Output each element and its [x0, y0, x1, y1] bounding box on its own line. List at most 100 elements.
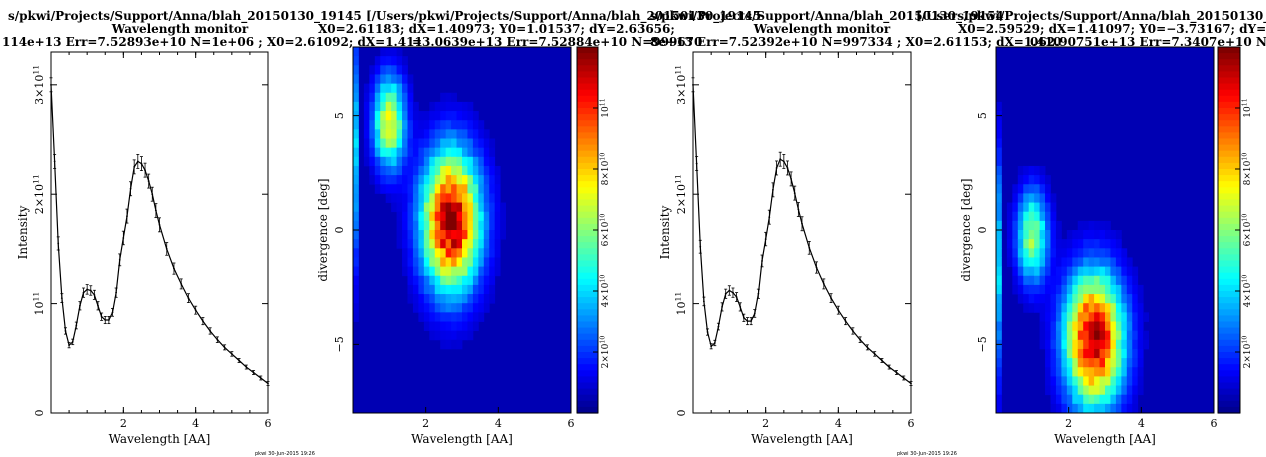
heatmap-cell — [1137, 294, 1144, 304]
heatmap-cell — [1012, 239, 1019, 249]
colorbar-segment — [1218, 345, 1240, 353]
heatmap-cell — [380, 65, 387, 75]
heatmap-cell — [467, 248, 474, 258]
heatmap-cell — [1077, 348, 1084, 359]
heatmap-cell — [1126, 385, 1133, 396]
heatmap-cell — [423, 239, 430, 249]
heatmap-cell — [1066, 321, 1073, 332]
heatmap-cell — [423, 147, 430, 158]
heatmap-cell — [445, 184, 452, 194]
colorbar-segment — [1218, 370, 1240, 377]
heatmap-cell — [391, 129, 397, 139]
heatmap-cell — [1083, 312, 1090, 322]
heatmap-cell — [483, 275, 490, 286]
heatmap-cell — [1132, 358, 1139, 368]
heatmap-cell — [1137, 330, 1144, 341]
heatmap-cell — [423, 220, 430, 231]
heatmap-cell — [1105, 339, 1111, 350]
heatmap-cell — [500, 230, 506, 240]
heatmap-cell — [353, 129, 359, 139]
heatmap-cell — [1099, 312, 1106, 322]
heatmap-cell — [1017, 175, 1024, 185]
heatmap-cell — [385, 83, 392, 94]
heatmap-cell — [1028, 257, 1035, 267]
heatmap-cell — [402, 248, 408, 258]
heatmap-cell — [1077, 284, 1084, 295]
heatmap-cell — [412, 156, 419, 167]
heatmap-cell — [402, 129, 408, 139]
heatmap-cell — [445, 138, 452, 149]
heatmap-cell — [1028, 230, 1035, 240]
heatmap-cell — [385, 193, 392, 203]
heatmap-cell — [391, 111, 397, 121]
heatmap-cell — [467, 202, 474, 213]
heatmap-cell — [1023, 193, 1030, 203]
heatmap-cell — [369, 175, 376, 185]
heatmap-cell — [374, 129, 381, 139]
colorbar-tick-label-base: 4×10 — [1243, 282, 1253, 307]
heatmap-cell — [1110, 321, 1117, 332]
heatmap-cell — [385, 165, 392, 176]
heatmap-cell — [1094, 220, 1100, 231]
heatmap-cell — [1126, 358, 1133, 368]
data-point — [93, 293, 96, 296]
colorbar-segment — [1218, 211, 1240, 219]
colorbar-segment — [577, 114, 598, 121]
heatmap-cell — [385, 47, 392, 57]
heatmap-cell — [440, 294, 447, 304]
heatmap-cell — [1028, 284, 1035, 295]
heatmap-cell — [1072, 330, 1079, 341]
heatmap-cell — [451, 193, 457, 203]
heatmap-cell — [423, 211, 430, 222]
heatmap-cell — [402, 175, 408, 185]
heatmap-cell — [407, 239, 414, 249]
heatmap-cell — [1039, 211, 1046, 222]
heatmap-cell — [489, 257, 496, 267]
heatmap-cell — [434, 147, 441, 158]
heatmap-cell — [1061, 394, 1068, 405]
heatmap-cell — [1077, 248, 1084, 258]
heatmap-cell — [1077, 403, 1084, 414]
heatmap-cell — [407, 220, 414, 231]
heatmap-cell — [1094, 230, 1100, 240]
y-tick-label-base: 2×10 — [675, 184, 688, 214]
heatmap-cell — [1132, 367, 1139, 377]
colorbar-segment — [577, 101, 598, 109]
heatmap-cell — [445, 175, 452, 185]
heatmap-cell — [407, 101, 414, 112]
heatmap-cell — [996, 120, 1002, 130]
heatmap-cell — [1115, 266, 1122, 277]
colorbar-segment — [577, 89, 598, 97]
heatmap-cell — [1105, 348, 1111, 359]
heatmap-cell — [1028, 275, 1035, 286]
heatmap-cell — [418, 129, 425, 139]
x-tick-label: 2 — [762, 417, 769, 430]
heatmap-cell — [996, 129, 1002, 139]
heatmap-cell — [445, 111, 452, 121]
heatmap-cell — [412, 284, 419, 295]
heatmap-cell — [1077, 220, 1084, 231]
heatmap-cell — [467, 239, 474, 249]
heatmap-cell — [1094, 403, 1100, 414]
heatmap-cell — [1045, 266, 1051, 277]
heatmap-cell — [483, 211, 490, 222]
data-point — [717, 325, 720, 328]
heatmap-cell — [1055, 367, 1062, 377]
colorbar-segment — [577, 132, 598, 140]
heatmap-cell — [423, 284, 430, 295]
heatmap-cell — [434, 156, 441, 167]
colorbar-tick-label-exp: 10 — [599, 275, 606, 283]
colorbar-segment — [577, 108, 598, 115]
data-point — [699, 245, 702, 248]
heatmap-cell — [434, 202, 441, 213]
heatmap-cell — [1077, 376, 1084, 386]
colorbar-tick-label-base: 8×10 — [1243, 160, 1253, 185]
heatmap-cell — [451, 129, 457, 139]
heatmap-cell — [391, 120, 397, 130]
heatmap-cell — [440, 275, 447, 286]
heatmap-cell — [1055, 330, 1062, 341]
heatmap-cell — [462, 248, 468, 258]
heatmap-cell — [1055, 376, 1062, 386]
data-point — [267, 382, 269, 385]
heatmap-cell — [391, 202, 397, 213]
